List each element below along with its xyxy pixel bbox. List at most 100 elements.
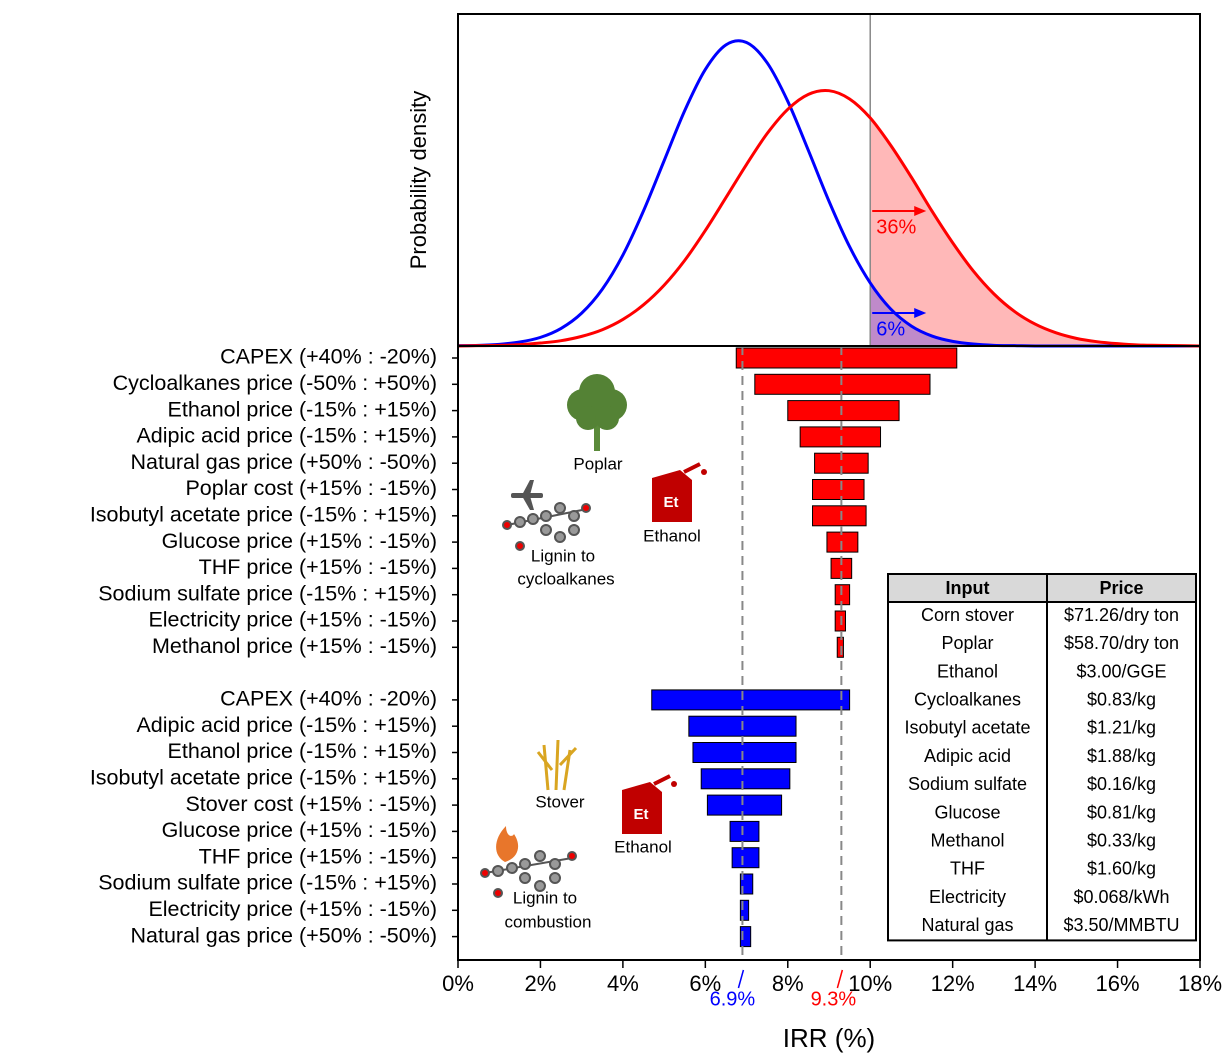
bar xyxy=(799,426,882,448)
y-tick-label: THF price (+15% : -15%) xyxy=(199,844,437,868)
icon-label: combustion xyxy=(505,912,592,931)
icon-label: Ethanol xyxy=(614,837,672,856)
bar xyxy=(787,400,900,422)
plot-frame xyxy=(457,13,1201,347)
icon-label: Et xyxy=(664,494,679,511)
y-tick-label: Isobutyl acetate price (-15% : +15%) xyxy=(90,765,437,789)
table-cell: $71.26/dry ton xyxy=(1064,605,1179,625)
bar xyxy=(812,479,865,500)
table-cell: Electricity xyxy=(929,887,1006,907)
bar xyxy=(836,636,844,658)
table-cell: $1.21/kg xyxy=(1087,718,1156,738)
bar xyxy=(729,820,760,842)
icon-label: Lignin to xyxy=(513,888,577,907)
y-tick-label: Glucose price (+15% : -15%) xyxy=(162,529,437,553)
poplar-icon xyxy=(567,374,627,451)
flame-icon xyxy=(496,826,519,862)
icon-label: Stover xyxy=(535,792,584,811)
bar xyxy=(834,584,851,606)
reference-label: 6.9% xyxy=(710,988,756,1010)
bar xyxy=(739,873,754,895)
y-tick-label: Cycloalkanes price (-50% : +50%) xyxy=(113,371,437,395)
y-tick-label: THF price (+15% : -15%) xyxy=(199,555,437,579)
table-cell: Glucose xyxy=(934,802,1000,822)
icon-label: Lignin to xyxy=(531,546,595,565)
molecule-icon xyxy=(502,502,591,551)
x-tick-label: 14% xyxy=(1013,971,1057,996)
y-tick-label: Ethanol price (-15% : +15%) xyxy=(168,739,438,763)
y-tick-label: Adipic acid price (-15% : +15%) xyxy=(136,713,437,737)
table-cell: Isobutyl acetate xyxy=(904,718,1030,738)
ethanol-can-icon xyxy=(652,462,707,522)
annotation: 36% xyxy=(876,216,916,238)
table-cell: Cycloalkanes xyxy=(914,689,1021,709)
table-cell: $0.16/kg xyxy=(1087,774,1156,794)
plot-frame xyxy=(457,345,1201,961)
reference-label: 9.3% xyxy=(811,988,857,1010)
y-tick-label: Electricity price (+15% : -15%) xyxy=(148,608,437,632)
tail-area xyxy=(870,282,1200,347)
bar xyxy=(735,347,958,369)
table-cell: $1.60/kg xyxy=(1087,859,1156,879)
reference-tick xyxy=(737,969,745,989)
y-tick-label: Adipic acid price (-15% : +15%) xyxy=(136,424,437,448)
bar xyxy=(826,531,859,553)
bar xyxy=(700,768,791,790)
y-tick-label: CAPEX (+40% : -20%) xyxy=(220,687,437,711)
bar xyxy=(739,926,752,948)
y-tick-label: Stover cost (+15% : -15%) xyxy=(185,792,437,816)
y-tick-label: Electricity price (+15% : -15%) xyxy=(148,897,437,921)
icon-label: cycloalkanes xyxy=(517,569,614,588)
table-cell: Corn stover xyxy=(921,605,1014,625)
table-cell: $0.068/kWh xyxy=(1073,887,1169,907)
y-tick-label: Isobutyl acetate price (-15% : +15%) xyxy=(90,502,437,526)
table-cell: $58.70/dry ton xyxy=(1064,633,1179,653)
y-tick-label: Glucose price (+15% : -15%) xyxy=(162,818,437,842)
table-cell: Ethanol xyxy=(937,661,998,681)
table-cell: Sodium sulfate xyxy=(908,774,1027,794)
table-cell: $3.50/MMBTU xyxy=(1063,915,1179,935)
x-axis-label: IRR (%) xyxy=(783,1023,875,1053)
bar xyxy=(834,610,846,632)
x-tick-label: 12% xyxy=(931,971,975,996)
y-tick-label: Natural gas price (+50% : -50%) xyxy=(130,923,437,947)
ethanol-can-icon xyxy=(622,774,677,834)
table-cell: $0.83/kg xyxy=(1087,689,1156,709)
table-cell: Methanol xyxy=(930,830,1004,850)
table-cell: THF xyxy=(950,859,985,879)
annotation: 6% xyxy=(876,318,905,340)
y-tick-label: Sodium sulfate price (-15% : +15%) xyxy=(98,581,437,605)
bar xyxy=(651,689,851,711)
y-tick-label: Ethanol price (-15% : +15%) xyxy=(168,397,438,421)
y-tick-label: Methanol price (+15% : -15%) xyxy=(152,634,437,658)
icon-label: Ethanol xyxy=(643,526,701,545)
bar xyxy=(706,794,783,816)
icon-label: Poplar xyxy=(573,454,622,473)
price-table: Input Price Corn stover $71.26/dry ton Popla… xyxy=(887,573,1197,942)
tail-area xyxy=(870,117,1200,346)
x-tick-label: 10% xyxy=(848,971,892,996)
x-tick-label: 16% xyxy=(1096,971,1140,996)
bar xyxy=(812,505,867,527)
table-cell: Adipic acid xyxy=(924,746,1011,766)
table-cell: $3.00/GGE xyxy=(1076,661,1166,681)
y-tick-label: Sodium sulfate price (-15% : +15%) xyxy=(98,871,437,895)
icon-label: Et xyxy=(634,806,649,823)
density-curve xyxy=(457,39,1200,348)
table-cell: $0.81/kg xyxy=(1087,802,1156,822)
x-tick-label: 6% xyxy=(689,971,721,996)
table-cell: Natural gas xyxy=(921,915,1013,935)
bar xyxy=(692,742,797,763)
x-tick-label: 8% xyxy=(772,971,804,996)
table-header: Input xyxy=(946,578,990,598)
x-tick-label: 2% xyxy=(525,971,557,996)
x-tick-label: 0% xyxy=(442,971,474,996)
x-tick-label: 18% xyxy=(1178,971,1222,996)
bar xyxy=(731,847,760,869)
y-tick-label: Poplar cost (+15% : -15%) xyxy=(185,476,437,500)
bar xyxy=(739,899,750,921)
reference-tick xyxy=(836,969,844,989)
table-cell: $0.33/kg xyxy=(1087,830,1156,850)
table-header: Price xyxy=(1099,578,1143,598)
